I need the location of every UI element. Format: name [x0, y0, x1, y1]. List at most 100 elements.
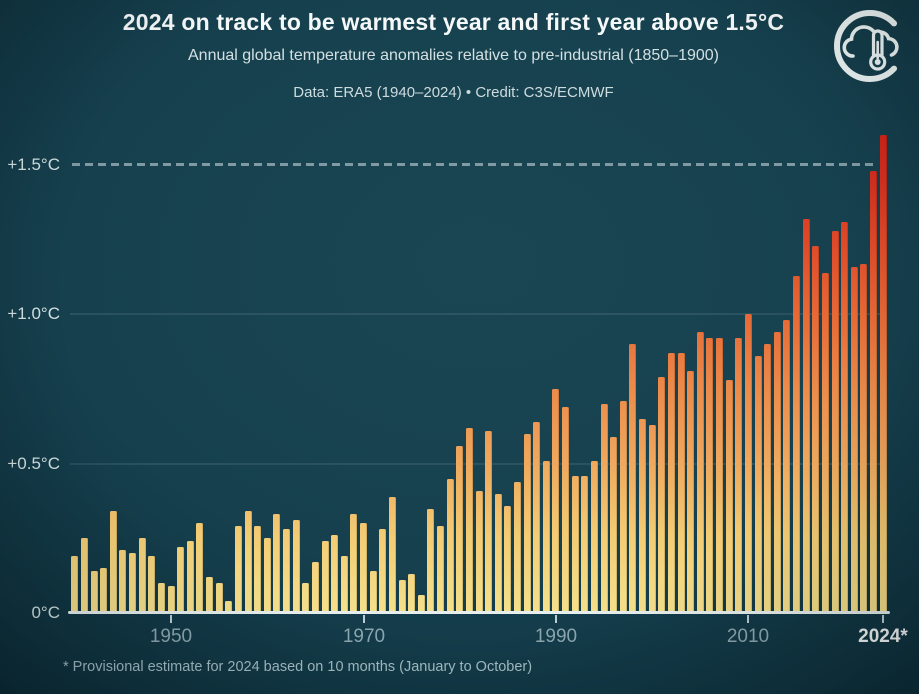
bar-1996	[610, 436, 618, 613]
bar-2003	[677, 353, 685, 613]
bar-1966	[321, 541, 329, 613]
bar-1949	[157, 583, 165, 613]
bar-2019	[831, 230, 839, 613]
bar-1998	[629, 344, 637, 613]
bar-1945	[119, 550, 127, 613]
bar-2017	[812, 245, 820, 613]
bar-2012	[764, 344, 772, 613]
bar-1943	[100, 568, 108, 613]
bar-1989	[542, 460, 550, 613]
crescent-arc	[834, 10, 906, 82]
bar-1974	[398, 580, 406, 613]
bar-1979	[446, 478, 454, 613]
bar-1987	[523, 433, 531, 613]
bar-1956	[225, 601, 233, 613]
bar-1958	[244, 511, 252, 613]
x-tick-2024	[882, 615, 884, 623]
bar-1983	[485, 430, 493, 613]
bar-1980	[456, 445, 464, 613]
bar-1990	[552, 389, 560, 613]
bar-1986	[513, 481, 521, 613]
bar-1992	[571, 475, 579, 613]
bar-1960	[263, 538, 271, 613]
x-axis-line	[68, 611, 890, 614]
bar-1972	[379, 529, 387, 613]
x-axis-label-1990: 1990	[534, 626, 578, 647]
bar-2024	[879, 135, 887, 613]
bar-1968	[340, 556, 348, 613]
bar-1964	[302, 583, 310, 613]
bar-1981	[465, 427, 473, 613]
bar-1948	[148, 556, 156, 613]
bar-2015	[793, 275, 801, 613]
y-axis-label-0°C: 0°C	[31, 603, 60, 622]
cloud-icon	[842, 25, 899, 58]
bar-2002	[667, 353, 675, 613]
bar-2016	[802, 218, 810, 613]
bar-1978	[437, 526, 444, 613]
bar-1975	[408, 574, 416, 613]
bar-1976	[417, 595, 425, 613]
bar-1963	[292, 520, 300, 613]
bar-2023	[870, 170, 878, 613]
bar-2020	[841, 221, 849, 613]
bar-2013	[773, 332, 781, 613]
bar-2005	[696, 332, 704, 613]
bar-1950	[167, 586, 175, 613]
bar-1946	[129, 553, 137, 613]
bar-1957	[234, 526, 242, 613]
bar-2014	[783, 320, 791, 613]
bar-1999	[639, 418, 647, 613]
x-axis-label-2024*: 2024*	[858, 626, 908, 647]
bar-1984	[494, 493, 502, 613]
bar-1962	[283, 529, 291, 613]
bar-1965	[311, 562, 319, 613]
gridline-0.5	[70, 463, 882, 465]
reference-line-1.5c	[72, 163, 878, 166]
bar-2018	[821, 272, 829, 613]
bar-2006	[706, 338, 714, 613]
bar-1997	[619, 400, 627, 613]
bar-1973	[388, 496, 396, 613]
bar-1952	[186, 541, 194, 613]
bar-1967	[331, 535, 339, 613]
bar-1944	[109, 511, 117, 613]
bar-1982	[475, 490, 483, 613]
x-axis-label-1950: 1950	[149, 626, 193, 647]
bar-2010	[744, 314, 752, 613]
bar-1961	[273, 514, 281, 613]
bar-2004	[687, 371, 695, 613]
bar-1995	[600, 403, 608, 613]
bar-1970	[360, 523, 368, 613]
bar-1977	[427, 508, 435, 613]
x-axis-label-2010: 2010	[726, 626, 770, 647]
bar-2011	[754, 356, 762, 613]
chart-subtitle: Annual global temperature anomalies rela…	[188, 47, 719, 64]
gridline-1	[70, 313, 882, 315]
thermometer-icon	[869, 29, 887, 71]
bar-2007	[716, 338, 724, 613]
bar-2001	[658, 377, 666, 613]
bar-2022	[860, 263, 868, 613]
y-axis-label-+0.5°C: +0.5°C	[7, 454, 60, 473]
bar-1941	[80, 538, 88, 613]
bar-1994	[590, 460, 598, 613]
y-axis-label-+1.5°C: +1.5°C	[7, 155, 60, 174]
x-axis-label-1970: 1970	[342, 626, 386, 647]
chart-title: 2024 on track to be warmest year and fir…	[122, 9, 785, 35]
bar-1969	[350, 514, 358, 613]
bar-1942	[90, 571, 98, 613]
bar-2021	[850, 266, 858, 613]
cloud-thermometer-crescent-logo-icon	[834, 10, 906, 82]
bar-1947	[138, 538, 146, 613]
bar-1993	[581, 475, 589, 613]
bar-1955	[215, 583, 223, 613]
x-tick-1950	[170, 615, 172, 623]
bar-1991	[562, 406, 570, 613]
bar-series-temperature-anomalies	[70, 133, 888, 613]
y-axis-label-+1.0°C: +1.0°C	[7, 304, 60, 323]
bar-1988	[533, 421, 541, 613]
x-tick-1970	[363, 615, 365, 623]
bar-1954	[206, 577, 214, 613]
